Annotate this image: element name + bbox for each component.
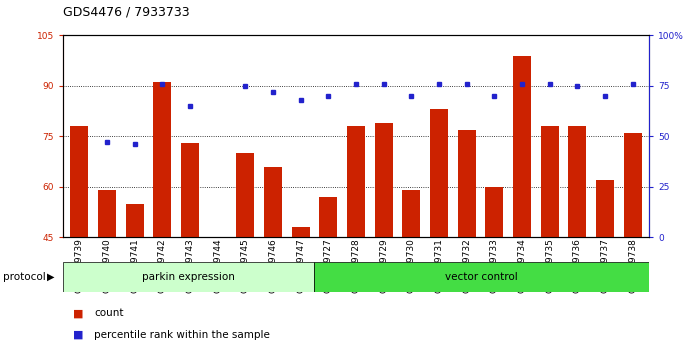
Text: GDS4476 / 7933733: GDS4476 / 7933733: [63, 5, 189, 18]
Bar: [314, 262, 649, 292]
Text: count: count: [94, 308, 124, 318]
Bar: [596, 180, 614, 237]
Bar: [63, 262, 314, 292]
Bar: [292, 227, 310, 237]
Bar: [623, 133, 641, 237]
Bar: [375, 123, 392, 237]
Bar: [402, 190, 420, 237]
Text: percentile rank within the sample: percentile rank within the sample: [94, 330, 270, 339]
Bar: [568, 126, 586, 237]
Bar: [513, 56, 531, 237]
Text: ■: ■: [73, 308, 84, 318]
Bar: [98, 190, 116, 237]
Text: parkin expression: parkin expression: [142, 272, 235, 282]
Bar: [540, 126, 558, 237]
Bar: [347, 126, 365, 237]
Bar: [181, 143, 199, 237]
Bar: [319, 197, 337, 237]
Bar: [458, 130, 475, 237]
Bar: [126, 204, 144, 237]
Bar: [70, 126, 89, 237]
Bar: [485, 187, 503, 237]
Text: ▶: ▶: [47, 272, 54, 282]
Text: vector control: vector control: [445, 272, 518, 282]
Bar: [154, 82, 172, 237]
Text: protocol: protocol: [3, 272, 46, 282]
Bar: [430, 109, 448, 237]
Bar: [237, 153, 254, 237]
Text: ■: ■: [73, 330, 84, 339]
Bar: [264, 167, 282, 237]
